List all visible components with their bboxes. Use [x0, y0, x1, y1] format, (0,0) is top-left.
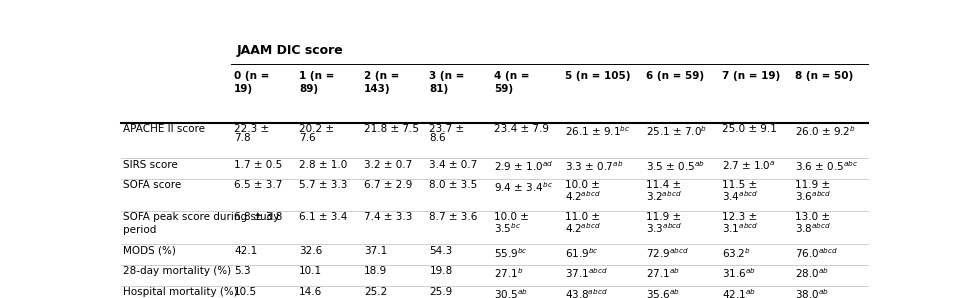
- Text: 6.7 ± 2.9: 6.7 ± 2.9: [364, 180, 413, 190]
- Text: 11.9 ±: 11.9 ±: [646, 212, 681, 222]
- Text: 3.2$^{abcd}$: 3.2$^{abcd}$: [646, 190, 682, 203]
- Text: 8.6: 8.6: [429, 133, 446, 143]
- Text: 13.0 ±: 13.0 ±: [794, 212, 829, 222]
- Text: 6 (n = 59): 6 (n = 59): [646, 71, 704, 81]
- Text: 37.1$^{abcd}$: 37.1$^{abcd}$: [565, 266, 607, 280]
- Text: 8.7 ± 3.6: 8.7 ± 3.6: [429, 212, 478, 222]
- Text: 42.1: 42.1: [234, 246, 257, 256]
- Text: 63.2$^{b}$: 63.2$^{b}$: [722, 246, 751, 260]
- Text: 27.1$^{ab}$: 27.1$^{ab}$: [646, 266, 680, 280]
- Text: 2.8 ± 1.0: 2.8 ± 1.0: [299, 160, 347, 170]
- Text: 19.8: 19.8: [429, 266, 452, 276]
- Text: 9.4 ± 3.4$^{bc}$: 9.4 ± 3.4$^{bc}$: [495, 180, 553, 194]
- Text: SIRS score: SIRS score: [122, 160, 177, 170]
- Text: 3.6$^{abcd}$: 3.6$^{abcd}$: [794, 190, 831, 203]
- Text: 11.9 ±: 11.9 ±: [794, 180, 830, 190]
- Text: 55.9$^{bc}$: 55.9$^{bc}$: [495, 246, 528, 260]
- Text: SOFA score: SOFA score: [122, 180, 181, 190]
- Text: 10.1: 10.1: [299, 266, 322, 276]
- Text: 3.2 ± 0.7: 3.2 ± 0.7: [364, 160, 413, 170]
- Text: 26.1 ± 9.1$^{bc}$: 26.1 ± 9.1$^{bc}$: [565, 124, 630, 138]
- Text: 37.1: 37.1: [364, 246, 388, 256]
- Text: 6.8 ± 3.8: 6.8 ± 3.8: [234, 212, 282, 222]
- Text: 25.0 ± 9.1: 25.0 ± 9.1: [722, 124, 777, 134]
- Text: SOFA peak score during study
period: SOFA peak score during study period: [122, 212, 280, 235]
- Text: 21.8 ± 7.5: 21.8 ± 7.5: [364, 124, 419, 134]
- Text: 3.4 ± 0.7: 3.4 ± 0.7: [429, 160, 477, 170]
- Text: 3.5 ± 0.5$^{ab}$: 3.5 ± 0.5$^{ab}$: [646, 160, 705, 173]
- Text: 14.6: 14.6: [299, 287, 322, 297]
- Text: 4.2$^{abcd}$: 4.2$^{abcd}$: [565, 222, 601, 235]
- Text: 12.3 ±: 12.3 ±: [722, 212, 757, 222]
- Text: 3.5$^{bc}$: 3.5$^{bc}$: [495, 222, 522, 235]
- Text: APACHE II score: APACHE II score: [122, 124, 204, 134]
- Text: 7 (n = 19): 7 (n = 19): [722, 71, 780, 81]
- Text: 6.1 ± 3.4: 6.1 ± 3.4: [299, 212, 348, 222]
- Text: 26.0 ± 9.2$^{b}$: 26.0 ± 9.2$^{b}$: [794, 124, 855, 138]
- Text: 0 (n =
19): 0 (n = 19): [234, 71, 269, 94]
- Text: 22.3 ±: 22.3 ±: [234, 124, 269, 134]
- Text: 42.1$^{ab}$: 42.1$^{ab}$: [722, 287, 756, 298]
- Text: 5.3: 5.3: [234, 266, 251, 276]
- Text: 8 (n = 50): 8 (n = 50): [794, 71, 853, 81]
- Text: 28.0$^{ab}$: 28.0$^{ab}$: [794, 266, 828, 280]
- Text: 5.7 ± 3.3: 5.7 ± 3.3: [299, 180, 348, 190]
- Text: 4 (n =
59): 4 (n = 59): [495, 71, 530, 94]
- Text: 27.1$^{b}$: 27.1$^{b}$: [495, 266, 523, 280]
- Text: 10.0 ±: 10.0 ±: [495, 212, 529, 222]
- Text: 6.5 ± 3.7: 6.5 ± 3.7: [234, 180, 282, 190]
- Text: 3.3 ± 0.7$^{ab}$: 3.3 ± 0.7$^{ab}$: [565, 160, 623, 173]
- Text: 31.6$^{ab}$: 31.6$^{ab}$: [722, 266, 756, 280]
- Text: 1.7 ± 0.5: 1.7 ± 0.5: [234, 160, 282, 170]
- Text: 3.3$^{abcd}$: 3.3$^{abcd}$: [646, 222, 683, 235]
- Text: 11.4 ±: 11.4 ±: [646, 180, 681, 190]
- Text: 11.0 ±: 11.0 ±: [565, 212, 600, 222]
- Text: 4.2$^{abcd}$: 4.2$^{abcd}$: [565, 190, 601, 203]
- Text: 10.5: 10.5: [234, 287, 257, 297]
- Text: 1 (n =
89): 1 (n = 89): [299, 71, 335, 94]
- Text: 3 (n =
81): 3 (n = 81): [429, 71, 465, 94]
- Text: 35.6$^{ab}$: 35.6$^{ab}$: [646, 287, 680, 298]
- Text: 2.9 ± 1.0$^{ad}$: 2.9 ± 1.0$^{ad}$: [495, 160, 554, 173]
- Text: 5 (n = 105): 5 (n = 105): [565, 71, 630, 81]
- Text: 28-day mortality (%): 28-day mortality (%): [122, 266, 230, 276]
- Text: 72.9$^{abcd}$: 72.9$^{abcd}$: [646, 246, 688, 260]
- Text: 32.6: 32.6: [299, 246, 322, 256]
- Text: 25.9: 25.9: [429, 287, 452, 297]
- Text: 11.5 ±: 11.5 ±: [722, 180, 757, 190]
- Text: 3.8$^{abcd}$: 3.8$^{abcd}$: [794, 222, 831, 235]
- Text: 3.1$^{abcd}$: 3.1$^{abcd}$: [722, 222, 758, 235]
- Text: 25.2: 25.2: [364, 287, 388, 297]
- Text: 3.4$^{abcd}$: 3.4$^{abcd}$: [722, 190, 758, 203]
- Text: 25.1 ± 7.0$^{b}$: 25.1 ± 7.0$^{b}$: [646, 124, 707, 138]
- Text: 54.3: 54.3: [429, 246, 452, 256]
- Text: 30.5$^{ab}$: 30.5$^{ab}$: [495, 287, 528, 298]
- Text: JAAM DIC score: JAAM DIC score: [237, 44, 344, 57]
- Text: 61.9$^{bc}$: 61.9$^{bc}$: [565, 246, 599, 260]
- Text: 7.6: 7.6: [299, 133, 316, 143]
- Text: 2.7 ± 1.0$^{a}$: 2.7 ± 1.0$^{a}$: [722, 160, 775, 172]
- Text: 10.0 ±: 10.0 ±: [565, 180, 600, 190]
- Text: 8.0 ± 3.5: 8.0 ± 3.5: [429, 180, 477, 190]
- Text: MODS (%): MODS (%): [122, 246, 175, 256]
- Text: 43.8$^{abcd}$: 43.8$^{abcd}$: [565, 287, 607, 298]
- Text: 20.2 ±: 20.2 ±: [299, 124, 335, 134]
- Text: Hospital mortality (%): Hospital mortality (%): [122, 287, 237, 297]
- Text: 18.9: 18.9: [364, 266, 388, 276]
- Text: 76.0$^{abcd}$: 76.0$^{abcd}$: [794, 246, 838, 260]
- Text: 23.4 ± 7.9: 23.4 ± 7.9: [495, 124, 549, 134]
- Text: 7.8: 7.8: [234, 133, 251, 143]
- Text: 23.7 ±: 23.7 ±: [429, 124, 465, 134]
- Text: 2 (n =
143): 2 (n = 143): [364, 71, 400, 94]
- Text: 38.0$^{ab}$: 38.0$^{ab}$: [794, 287, 828, 298]
- Text: 3.6 ± 0.5$^{abc}$: 3.6 ± 0.5$^{abc}$: [794, 160, 858, 173]
- Text: 7.4 ± 3.3: 7.4 ± 3.3: [364, 212, 413, 222]
